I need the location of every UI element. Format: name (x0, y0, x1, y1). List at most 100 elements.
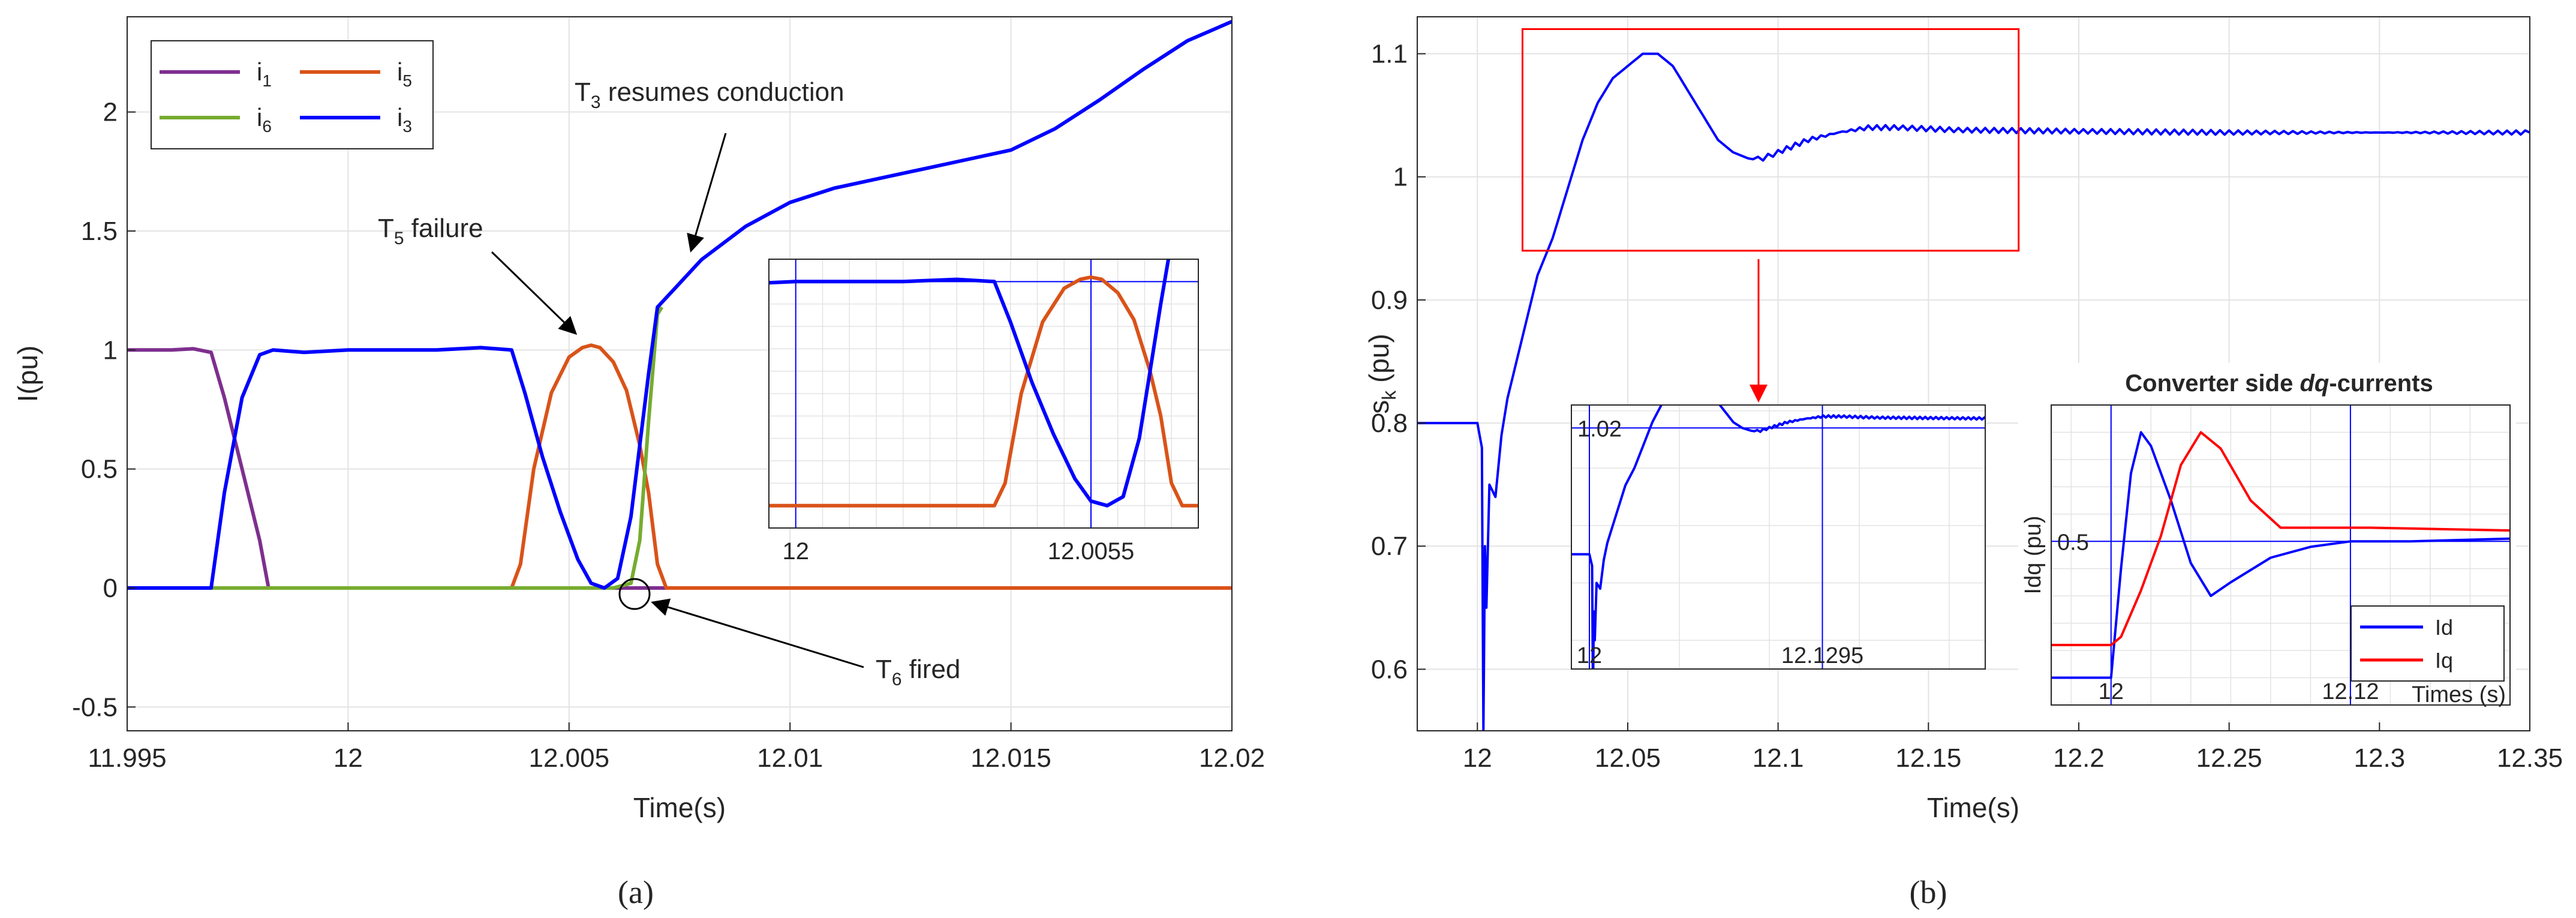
annotation-t6-fired: T6 fired (876, 655, 960, 689)
annotation-t6-sub: 6 (892, 670, 902, 689)
panel-b-inset-2-legend: Id Iq (2350, 605, 2505, 682)
panel-a-xtick-label: 12 (333, 743, 363, 773)
panel-b-inset-2-title: Converter side dq-currents (2125, 370, 2433, 397)
panel-b-inset-2-xlabel: Times (s) (2412, 682, 2506, 707)
series-i1-line (127, 347, 1232, 590)
panel-b-xtick-label: 12.2 (2053, 743, 2105, 773)
panel-b-xtick-label: 12.1 (1753, 743, 1804, 773)
panel-b-inset-1-series (1571, 405, 1985, 669)
panel-b-ylabel-rest: (pu) (1363, 334, 1394, 391)
panel-b-series-group (1417, 52, 2530, 731)
annotation-t6-circle (618, 578, 651, 610)
panel-b-ylabel-base: s (1363, 400, 1394, 414)
panel-a-ytick-label: 1.5 (81, 217, 118, 246)
panel-b-inset-1-xtick-label: 12 (1577, 643, 1602, 668)
panel-b-ylabel: sk (pu) (1363, 334, 1400, 414)
series-sk-line (1417, 52, 2530, 731)
panel-a-xtick-label: 12.01 (757, 743, 823, 773)
annotation-t5-rest: failure (404, 214, 483, 243)
panel-b-inset-2-title-prefix: Converter side (2125, 370, 2300, 397)
panel-b-xtick-label: 12.3 (2354, 743, 2406, 773)
legend-label-iq: Iq (2435, 648, 2453, 673)
legend-i1-base: i (257, 58, 262, 86)
inset-series-Id-line (2051, 431, 2510, 679)
legend-i6-sub: 6 (262, 117, 272, 136)
panel-a-inset-series (769, 259, 1198, 508)
panel-b-xtick-label: 12.15 (1895, 743, 1961, 773)
panel-b-inset-2-xtick-label: 12 (2099, 679, 2124, 704)
legend-i5-base: i (397, 58, 402, 86)
annotation-t6-rest: fired (902, 655, 961, 684)
legend-i1-sub: 1 (262, 71, 272, 90)
panel-b-inset-1-ticks: 12 12.1295 1.02 (1577, 416, 1863, 668)
legend-i3-base: i (397, 103, 402, 131)
panel-b-ytick-label: 0.9 (1371, 286, 1408, 315)
caption-a: (a) (618, 874, 654, 910)
annotation-t3-resumes: T3 resumes conduction (575, 77, 844, 112)
panel-a-xtick-label: 11.995 (88, 743, 166, 773)
panel-a-legend: i1 i5 i6 i3 (151, 40, 434, 149)
panel-a-xtick-label: 12.005 (529, 743, 610, 773)
legend-i5-sub: 5 (402, 71, 412, 90)
panel-b-x-ticks: 12 12.05 12.1 12.15 12.2 12.25 12.3 12.35 (1463, 722, 2563, 773)
inset-series-Iq-line (2051, 431, 2510, 646)
panel-b-inset-2-title-emph: dq (2300, 370, 2329, 397)
series-i3-line (127, 20, 1232, 590)
series-i5-line (127, 343, 1232, 590)
panel-b-inset-1-background (1571, 405, 1985, 669)
panel-b-inset-2: Converter side dq-currents 12 12.12 0.5 Ti… (2018, 363, 2516, 720)
annotation-t5-arrow (491, 251, 578, 335)
inset-series-i3-line (769, 259, 1171, 508)
annotation-t5-base: T (378, 214, 394, 243)
annotation-t6-arrow (651, 598, 864, 668)
panel-a-legend-box (151, 40, 434, 149)
panel-a-annotations: T3 resumes conduction T5 failure T6 fire… (378, 77, 960, 689)
panel-b-inset-2-ylabel: Idq (pu) (2021, 516, 2046, 595)
panel-b-inset-2-xtick-label: 12.12 (2322, 679, 2379, 704)
panel-b-inset-2-ticks: 12 12.12 0.5 (2057, 530, 2379, 704)
panel-a-xtick-label: 12.015 (970, 743, 1051, 773)
panel-a-xtick-label: 12.02 (1199, 743, 1265, 773)
panel-b-inset-1-box (1571, 404, 1986, 670)
annotation-t6-base: T (876, 655, 892, 684)
panel-a-xlabel: Time(s) (633, 792, 726, 823)
panel-b-y-ticks: 0.6 0.7 0.8 0.9 1 1.1 (1371, 40, 1426, 684)
panel-b-ytick-label: 0.8 (1371, 409, 1408, 438)
panel-a-inset: 12 12.0055 (768, 259, 1199, 565)
panel-b-xtick-label: 12 (1463, 743, 1492, 773)
panel-a-inset-box (768, 259, 1199, 529)
panel-b-inset-2-title-suffix: -currents (2329, 370, 2433, 397)
panel-b-inset-1-ytick-label: 1.02 (1577, 416, 1622, 442)
legend-label-i3: i3 (397, 103, 412, 136)
legend-label-i6: i6 (257, 103, 272, 136)
panel-a-x-ticks: 11.995 12 12.005 12.01 12.015 12.02 (88, 722, 1265, 773)
panel-b-ylabel-sub: k (1378, 390, 1400, 400)
panel-a-series-group (127, 20, 1232, 590)
panel-a-inset-xtick-label: 12.0055 (1048, 538, 1135, 565)
panel-b-axes-box (1417, 16, 2530, 731)
panel-a-ytick-label: 2 (103, 98, 118, 127)
annotation-t5-failure: T5 failure (378, 214, 483, 248)
annotation-t3-sub: 3 (591, 92, 601, 112)
panel-b-ytick-label: 1.1 (1371, 40, 1408, 69)
caption-b: (b) (1910, 874, 1947, 910)
annotation-t3-rest: resumes conduction (601, 77, 844, 107)
legend-i6-base: i (257, 103, 262, 131)
panel-a-ytick-label: 0.5 (81, 455, 118, 484)
panel-b-inset-1-grid (1571, 405, 1985, 669)
panel-a-y-ticks: -0.5 0 0.5 1 1.5 2 (72, 98, 136, 722)
panel-b-zoom-box (1521, 28, 2020, 252)
panel-b-ytick-label: 1 (1393, 163, 1408, 192)
legend-label-id: Id (2435, 615, 2453, 640)
annotation-t5-sub: 5 (394, 229, 404, 248)
panel-b-xtick-label: 12.35 (2497, 743, 2563, 773)
panel-a-axes-box (127, 16, 1233, 731)
panel-b-inset-2-ytick-label: 0.5 (2057, 530, 2089, 555)
inset-series-i5-line (769, 275, 1198, 508)
panel-b-inset-1: 12 12.1295 1.02 (1571, 404, 1986, 670)
panel-b-inset-2-legend-box (2350, 605, 2505, 682)
legend-label-i1: i1 (257, 58, 272, 90)
panel-b-chart: 12 12.05 12.1 12.15 12.2 12.25 12.3 12.35 0.60.… (1363, 16, 2563, 910)
panel-a-ytick-label: -0.5 (72, 692, 118, 722)
panel-a-inset-xtick-label: 12 (783, 538, 810, 565)
